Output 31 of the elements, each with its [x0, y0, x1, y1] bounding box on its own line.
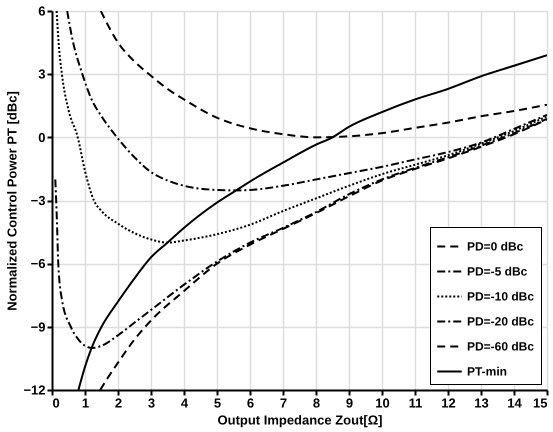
x-tick-label: 14	[507, 396, 522, 410]
x-tick-label: 10	[375, 396, 390, 410]
x-axis-title: Output Impedance Zout[Ω]	[218, 412, 382, 428]
x-tick-label: 5	[214, 396, 222, 410]
x-tick-label: 4	[180, 396, 189, 410]
x-tick-label: 6	[246, 396, 254, 410]
y-tick-label: 0	[38, 130, 46, 145]
y-tick-label: 3	[38, 66, 46, 82]
x-tick-label: 2	[114, 396, 122, 410]
y-tick-label: 6	[38, 4, 46, 18]
y-tick-label: −12	[23, 382, 46, 398]
x-tick-label: 11	[408, 396, 422, 410]
legend-label: PT-min	[467, 364, 508, 378]
x-tick-label: 8	[312, 396, 320, 410]
y-tick-label: −6	[30, 256, 46, 272]
legend-label: PD=-10 dBc	[467, 290, 534, 304]
legend-label: PD=-20 dBc	[467, 314, 534, 328]
x-tick-label: 13	[474, 396, 489, 410]
x-tick-label: 15	[533, 396, 548, 410]
x-tick-label: 9	[346, 396, 354, 410]
y-tick-label: −3	[30, 193, 46, 208]
x-tick-label: 7	[280, 396, 288, 410]
x-tick-label: 1	[82, 396, 90, 410]
y-tick-label: −9	[30, 319, 46, 334]
x-tick-label: 0	[52, 396, 60, 410]
legend-label: PD=-60 dBc	[467, 340, 534, 354]
legend-label: PD=-5 dBc	[467, 264, 528, 278]
y-axis-title: Normalized Control Power PT [dBc]	[4, 91, 20, 311]
x-tick-label: 12	[441, 396, 456, 410]
legend-label: PD=0 dBc	[467, 240, 524, 254]
x-tick-label: 3	[148, 396, 156, 410]
